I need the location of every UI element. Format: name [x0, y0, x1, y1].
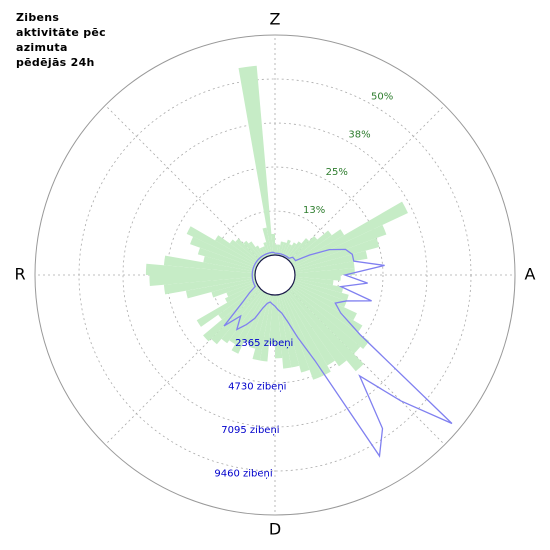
sector-bar: [291, 285, 363, 333]
r2-tick-label: 7095 zibeņi: [221, 425, 279, 436]
sector-bar: [196, 285, 259, 327]
sector-bar: [203, 256, 256, 272]
sector-bar: [294, 275, 341, 281]
direction-label: A: [525, 265, 536, 284]
sector-bar: [215, 235, 259, 265]
sector-bar: [281, 293, 323, 380]
sector-bar: [248, 293, 270, 349]
sector-bar: [235, 238, 261, 263]
sector-bar: [280, 242, 287, 257]
sector-bar: [163, 276, 256, 295]
sector-bar: [293, 281, 347, 308]
sector-bar: [285, 242, 297, 259]
sector-bar: [293, 224, 387, 269]
sector-bar: [294, 268, 355, 275]
sector-bar: [268, 294, 275, 345]
sector-bar: [226, 281, 257, 297]
sector-bar: [290, 286, 370, 349]
sector-bar: [286, 290, 347, 367]
sector-bar: [271, 233, 275, 256]
sector-bar: [286, 241, 302, 260]
sector-bar: [197, 247, 257, 270]
sector-bar: [229, 239, 260, 264]
sector-bar: [149, 275, 256, 286]
sector-bar: [145, 263, 256, 275]
sector-bar: [289, 287, 361, 354]
sector-bar: [259, 294, 274, 362]
chart-title: Zibens aktivitāte pēc azimuta pēdējās 24…: [16, 11, 106, 69]
sector-bar: [294, 276, 334, 286]
sector-bar: [221, 290, 264, 344]
grid-ring: [122, 122, 428, 428]
sector-bar: [287, 238, 310, 261]
sector-bar: [275, 294, 283, 359]
grid-ring: [78, 78, 472, 472]
r2-tick-label: 4730 zibeņi: [228, 382, 286, 393]
outer-ring: [34, 34, 516, 516]
sector-bar: [243, 240, 263, 261]
sector-bar: [190, 236, 257, 269]
r-tick-label: 25%: [326, 167, 348, 178]
sector-bar: [186, 226, 258, 267]
sector-bar: [289, 235, 318, 263]
r2-tick-label: 2365 zibeņi: [235, 338, 293, 349]
sector-bar: [276, 244, 281, 256]
sector-bar: [278, 241, 284, 256]
count-line: [223, 248, 453, 458]
sector-bar: [292, 283, 357, 321]
r-tick-label: 50%: [371, 92, 393, 103]
sector-bar: [283, 244, 293, 258]
sector-bar: [248, 241, 264, 260]
sector-bar: [294, 278, 344, 293]
sector-bar: [293, 280, 349, 302]
direction-label: Z: [270, 10, 281, 29]
sector-bar: [163, 255, 256, 274]
r-tick-label: 38%: [348, 129, 370, 140]
sector-bar: [278, 294, 300, 368]
r2-tick-label: 9460 zibeņi: [214, 469, 272, 480]
sector-bar: [229, 291, 265, 345]
sector-bar: [281, 239, 291, 257]
sector-bar: [218, 286, 260, 320]
sector-bar: [275, 244, 278, 256]
r-tick-label: 13%: [303, 205, 325, 216]
sector-bar: [185, 278, 256, 299]
direction-label: R: [14, 265, 25, 284]
hub: [254, 254, 296, 296]
sector-bar: [294, 250, 368, 272]
sector-bar: [211, 280, 257, 298]
direction-label: D: [269, 520, 281, 539]
sector-bar: [287, 289, 364, 372]
sector-bar: [291, 229, 345, 265]
sector-bar: [276, 294, 292, 369]
sector-bar: [224, 283, 258, 303]
sector-bar: [211, 289, 263, 345]
sector-bar: [238, 65, 274, 256]
sector-bar: [285, 291, 335, 366]
sector-bar: [290, 230, 332, 264]
sector-bar: [262, 227, 272, 256]
sector-bar: [203, 287, 261, 342]
sector-bar: [283, 292, 331, 377]
sector-bar: [293, 238, 380, 270]
grid-ring: [166, 166, 384, 384]
sector-bar: [252, 294, 272, 361]
sector-bar: [244, 293, 269, 344]
sector-bar: [292, 201, 408, 267]
sector-bar: [294, 261, 355, 274]
